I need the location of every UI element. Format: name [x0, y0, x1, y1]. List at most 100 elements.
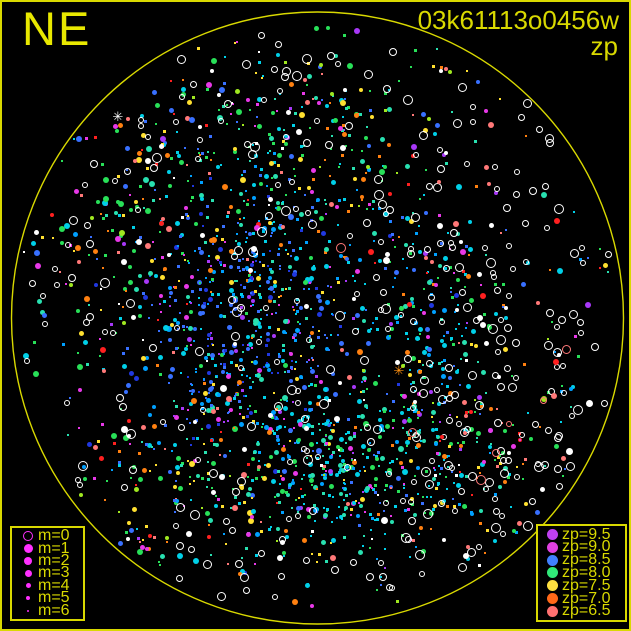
point	[149, 258, 154, 263]
point	[360, 356, 370, 366]
point	[315, 286, 319, 290]
point	[271, 371, 274, 374]
plot-title: 03k61113o0456w	[417, 5, 619, 35]
point	[337, 223, 340, 226]
point	[422, 509, 433, 520]
point	[388, 335, 391, 338]
point	[335, 243, 346, 254]
point	[275, 437, 280, 442]
point	[316, 561, 319, 564]
point	[143, 177, 150, 184]
point	[190, 81, 198, 89]
point	[493, 311, 498, 316]
point	[429, 389, 434, 394]
point	[466, 69, 469, 72]
point	[343, 505, 348, 510]
point	[352, 296, 357, 301]
point	[351, 316, 355, 320]
point	[413, 475, 416, 478]
point	[411, 268, 416, 273]
legend-row: zp=7.5	[542, 577, 623, 593]
point	[354, 268, 360, 274]
point	[269, 234, 272, 237]
point	[219, 261, 223, 265]
point	[191, 195, 195, 199]
point	[319, 305, 325, 311]
point	[246, 258, 250, 262]
point	[267, 151, 270, 154]
point	[313, 503, 317, 507]
point	[95, 199, 100, 204]
point	[415, 443, 421, 449]
point	[175, 470, 180, 475]
point	[308, 400, 313, 405]
legend-label: m=0	[38, 527, 70, 545]
point	[503, 465, 509, 471]
point	[323, 246, 329, 252]
point	[458, 470, 461, 473]
point	[216, 114, 223, 121]
point	[479, 508, 484, 513]
point	[400, 393, 404, 397]
point	[546, 138, 555, 147]
point	[142, 366, 148, 372]
point	[228, 287, 234, 293]
point	[198, 364, 203, 369]
point	[457, 303, 460, 306]
point	[352, 466, 356, 470]
point	[114, 210, 119, 215]
point	[428, 293, 436, 301]
point	[359, 159, 365, 165]
point	[448, 375, 453, 380]
point	[318, 422, 321, 425]
point	[519, 431, 526, 438]
point	[551, 392, 558, 399]
point	[247, 267, 253, 273]
point	[233, 496, 237, 500]
point	[312, 450, 315, 453]
point	[266, 185, 269, 188]
point	[176, 154, 181, 159]
point	[291, 271, 297, 277]
point	[238, 222, 243, 227]
point	[331, 495, 334, 498]
point	[288, 240, 292, 244]
point	[351, 275, 354, 278]
point	[336, 444, 341, 449]
point	[335, 472, 340, 477]
point	[345, 106, 349, 110]
point	[458, 448, 462, 452]
point	[248, 276, 253, 281]
color-variable-label: zp	[590, 31, 618, 61]
point	[359, 87, 364, 92]
point	[82, 318, 90, 326]
point	[228, 296, 237, 305]
point	[419, 333, 422, 336]
point	[203, 382, 207, 386]
point	[241, 388, 245, 392]
point	[350, 203, 354, 207]
point	[216, 258, 219, 261]
point	[602, 262, 608, 268]
point	[444, 150, 449, 155]
point	[139, 113, 144, 118]
point	[291, 123, 295, 127]
point	[390, 459, 394, 463]
point	[325, 365, 335, 375]
point	[253, 410, 257, 414]
point	[188, 262, 191, 265]
point	[118, 123, 124, 129]
point	[504, 306, 509, 311]
point	[203, 287, 208, 292]
point	[486, 182, 491, 187]
point	[384, 470, 387, 473]
point	[502, 479, 507, 484]
point	[277, 501, 281, 505]
point	[41, 320, 48, 327]
point	[456, 420, 463, 427]
point	[297, 511, 300, 514]
point	[100, 346, 107, 353]
point	[357, 414, 361, 418]
point	[218, 314, 223, 319]
point	[311, 97, 314, 100]
